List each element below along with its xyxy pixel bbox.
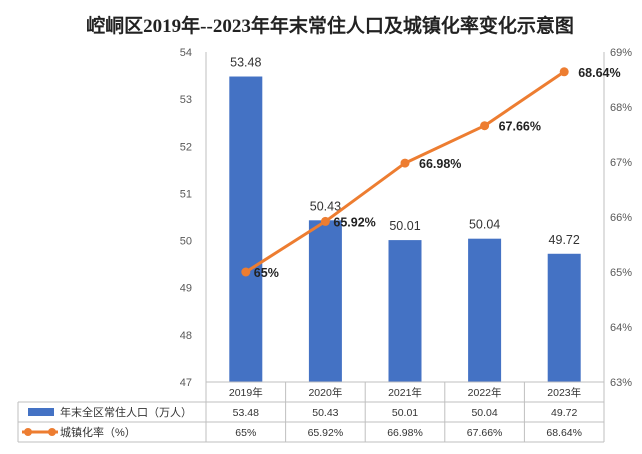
- y-left-tick-label: 51: [180, 188, 192, 200]
- table-cell: 65.92%: [308, 427, 344, 439]
- legend-line-label: 城镇化率（%）: [60, 425, 136, 439]
- y-right-tick-label: 64%: [610, 322, 632, 334]
- table-cell: 68.64%: [546, 427, 582, 439]
- bars-layer: 53.48 50.43 50.01 50.04 49.72: [229, 56, 581, 382]
- y-right-tick-label: 66%: [610, 212, 632, 224]
- line-data-label: 65%: [254, 266, 279, 280]
- bar: [308, 220, 342, 382]
- y-left-tick-label: 47: [180, 377, 192, 389]
- bar: [468, 238, 502, 382]
- legend-bar-label: 年末全区常住人口（万人）: [60, 405, 192, 419]
- y-right-tick-label: 65%: [610, 267, 632, 279]
- y-left-tick-label: 50: [180, 236, 192, 248]
- line-point: [480, 121, 490, 131]
- legend-bar-swatch: [28, 408, 54, 416]
- table-cell: 65%: [235, 427, 256, 439]
- x-tick-label: 2022年: [468, 386, 502, 399]
- line-data-label: 66.98%: [419, 157, 461, 171]
- line-point: [241, 267, 251, 277]
- line-data-label: 65.92%: [333, 215, 375, 229]
- y-right-tick-label: 69%: [610, 47, 632, 59]
- bar-data-label: 50.43: [310, 199, 341, 213]
- x-tick-label: 2019年: [229, 386, 263, 399]
- bar-data-label: 49.72: [549, 233, 580, 247]
- table-cell: 50.01: [392, 407, 418, 419]
- bar: [388, 240, 422, 382]
- table-cell: 66.98%: [387, 427, 423, 439]
- line-point: [400, 158, 410, 168]
- line-layer: 65% 65.92% 66.98% 67.66% 68.64%: [241, 66, 621, 280]
- line-data-label: 68.64%: [578, 66, 620, 80]
- table-cell: 49.72: [551, 407, 577, 419]
- table-cell: 53.48: [233, 407, 259, 419]
- bar-data-label: 50.01: [389, 219, 420, 233]
- y-left-tick-label: 54: [180, 47, 192, 59]
- x-tick-label: 2020年: [308, 386, 342, 399]
- data-table: 2019年 53.48 65% 2020年 50.43 65.92% 2021年 50.01 6…: [17, 381, 605, 443]
- line-point: [559, 67, 569, 77]
- table-cell: 50.43: [312, 407, 338, 419]
- line-point: [320, 216, 330, 226]
- y-right-tick-label: 68%: [610, 102, 632, 114]
- bar: [547, 253, 581, 382]
- table-cell: 67.66%: [467, 427, 503, 439]
- x-tick-label: 2023年: [547, 386, 581, 399]
- bar: [229, 76, 263, 382]
- y-left-tick-label: 49: [180, 283, 192, 295]
- chart-title: 崆峒区2019年--2023年年末常住人口及城镇化率变化示意图: [86, 14, 574, 37]
- y-right-tick-label: 67%: [610, 157, 632, 169]
- legend-line-marker: [24, 428, 32, 436]
- y-left-tick-label: 48: [180, 330, 192, 342]
- y-left-tick-label: 52: [180, 141, 192, 153]
- legend-line-marker: [48, 428, 56, 436]
- y-left-tick-label: 53: [180, 94, 192, 106]
- bar-data-label: 50.04: [469, 218, 500, 232]
- bar-data-label: 53.48: [230, 56, 261, 70]
- table-cell: 50.04: [471, 407, 497, 419]
- line-data-label: 67.66%: [499, 120, 541, 134]
- axes-layer: 47 48 49 50 51 52 53 54 63% 64% 65% 66% 67% 68% 69%: [180, 47, 632, 389]
- x-tick-label: 2021年: [388, 386, 422, 399]
- y-right-tick-label: 63%: [610, 377, 632, 389]
